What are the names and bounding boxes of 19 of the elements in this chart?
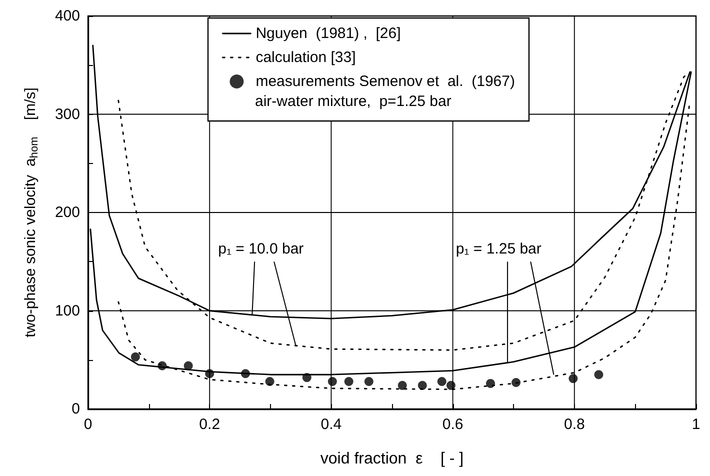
x-tick-label: 0.8 [564, 416, 585, 433]
text: two-phase sonic velocity ahom [m/s] [22, 88, 40, 338]
annotation: p₁ = 10.0 bar [218, 240, 304, 258]
y-tick-label: 0 [72, 400, 80, 418]
x-tick-label: 0.4 [320, 416, 342, 433]
annotation: air-water mixture, p=1.25 bar [255, 93, 452, 110]
legend-label: Nguyen (1981) , [26] [256, 25, 401, 42]
x-tick-label: 0.2 [199, 416, 220, 433]
y-tick-label: 300 [54, 106, 80, 123]
y-tick-label: 400 [54, 8, 80, 24]
annotation: p₁ = 1.25 bar [456, 240, 542, 258]
x-tick-label: 0.6 [442, 416, 464, 433]
legend-label: measurements Semenov et al. (1967) [256, 73, 515, 90]
legend-label: calculation [33] [256, 49, 356, 66]
x-tick-label: 1 [692, 416, 700, 433]
y-tick-label: 200 [54, 204, 80, 221]
x-tick-label: 0 [84, 416, 92, 433]
y-tick-label: 100 [54, 302, 80, 320]
x-axis-title: void fraction ε [ - ] [320, 450, 464, 468]
